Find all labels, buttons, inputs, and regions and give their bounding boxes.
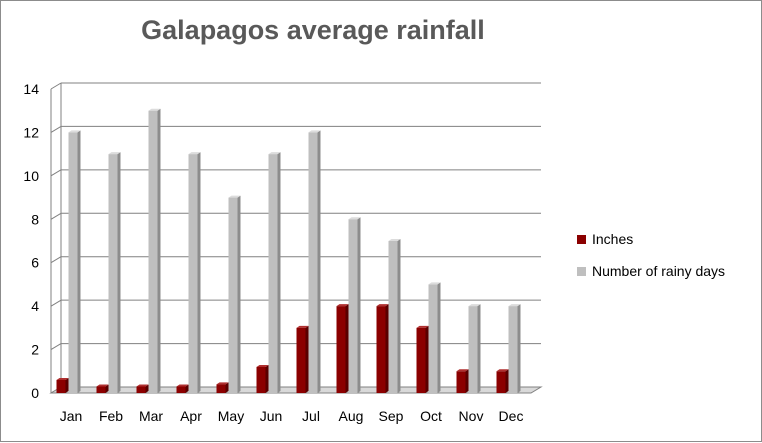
bar-inches-jan [56, 377, 69, 393]
legend-item-inches: Inches [577, 223, 725, 255]
y-tick-label-5: 10 [23, 168, 39, 184]
bar-inches-may [216, 382, 229, 393]
gridline-depth-5 [50, 169, 62, 177]
bar-rainy-days-dec [508, 304, 521, 393]
x-tick-label-apr: Apr [180, 408, 202, 424]
x-tick-label-mar: Mar [139, 408, 163, 424]
gridline-depth-6 [50, 125, 62, 133]
bar-inches-feb [96, 384, 109, 393]
bar-rainy-days-apr [188, 152, 201, 393]
y-tick-label-4: 8 [31, 211, 39, 227]
y-tick-label-1: 2 [31, 342, 39, 358]
bar-inches-aug [336, 304, 349, 393]
legend-swatch-rainy-days [577, 266, 586, 276]
gridline-depth-1 [50, 343, 62, 351]
legend-label-inches: Inches [592, 231, 634, 247]
bar-rainy-days-sep [388, 239, 401, 393]
bar-rainy-days-jan [68, 130, 81, 393]
x-tick-label-aug: Aug [339, 408, 364, 424]
gridline-depth-4 [50, 212, 62, 220]
x-tick-label-oct: Oct [420, 408, 442, 424]
bar-inches-mar [136, 384, 149, 393]
x-tick-label-jul: Jul [302, 408, 320, 424]
bar-inches-apr [176, 384, 189, 393]
chart-title: Galapagos average rainfall [141, 15, 485, 45]
bar-inches-oct [416, 325, 429, 393]
gridline-depth-3 [50, 256, 62, 264]
bar-rainy-days-nov [468, 304, 481, 393]
bar-rainy-days-jul [308, 130, 321, 393]
x-tick-label-feb: Feb [99, 408, 123, 424]
gridline-depth-2 [50, 299, 62, 307]
x-tick-label-dec: Dec [499, 408, 524, 424]
x-tick-label-jun: Jun [260, 408, 283, 424]
bar-rainy-days-mar [148, 108, 161, 393]
legend-item-rainy-days: Number of rainy days [577, 255, 725, 287]
bar-rainy-days-aug [348, 217, 361, 393]
bar-rainy-days-oct [428, 282, 441, 393]
bar-inches-jul [296, 325, 309, 393]
legend-swatch-inches [577, 234, 586, 244]
bar-rainy-days-jun [268, 152, 281, 393]
legend: Inches Number of rainy days [577, 223, 725, 287]
bar-inches-dec [496, 369, 509, 393]
x-tick-label-jan: Jan [60, 408, 83, 424]
bar-rainy-days-may [228, 195, 241, 393]
y-tick-label-2: 4 [31, 298, 39, 314]
y-tick-label-6: 12 [23, 124, 39, 140]
x-tick-label-nov: Nov [459, 408, 484, 424]
bar-rainy-days-feb [108, 152, 121, 393]
x-tick-label-may: May [218, 408, 244, 424]
x-tick-label-sep: Sep [379, 408, 404, 424]
legend-label-rainy-days: Number of rainy days [592, 263, 726, 279]
y-tick-label-7: 14 [23, 81, 39, 97]
y-tick-label-3: 6 [31, 255, 39, 271]
bar-inches-nov [456, 369, 469, 393]
bar-inches-sep [376, 304, 389, 393]
gridline-depth-7 [50, 82, 62, 90]
y-tick-label-0: 0 [31, 385, 39, 401]
bar-inches-jun [256, 364, 269, 393]
